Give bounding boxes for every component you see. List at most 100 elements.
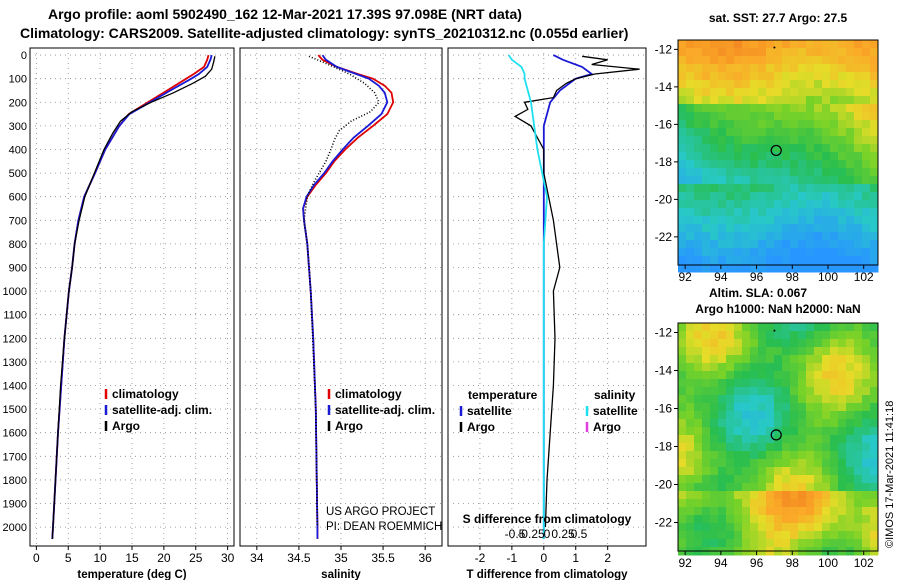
map-pixel <box>726 80 735 89</box>
map-pixel <box>790 136 799 145</box>
map-pixel <box>822 435 831 444</box>
map-pixel <box>798 128 807 137</box>
map-pixel <box>846 192 855 201</box>
map-pixel <box>774 72 783 81</box>
map-pixel <box>830 379 839 388</box>
map-pixel <box>774 411 783 420</box>
map-pixel <box>814 208 823 217</box>
map-pixel <box>686 208 695 217</box>
map-pixel <box>774 339 783 348</box>
map-pixel <box>766 323 775 332</box>
map-pixel <box>742 240 751 249</box>
map-pixel <box>862 128 871 137</box>
legend-heading-salinity: salinity <box>594 388 636 402</box>
map-pixel <box>742 256 751 265</box>
map-pixel <box>750 347 759 356</box>
map-pixel <box>686 403 695 412</box>
map-pixel <box>814 104 823 113</box>
map-pixel <box>798 467 807 476</box>
map-pixel <box>702 499 711 508</box>
map-pixel <box>694 264 703 273</box>
map-pixel <box>718 323 727 332</box>
plot-frame <box>447 47 647 547</box>
map-pixel <box>766 216 775 225</box>
map-pixel <box>806 451 815 460</box>
map-pixel <box>758 419 767 428</box>
map-pixel <box>750 531 759 540</box>
map-pixel <box>782 200 791 209</box>
map-pixel <box>678 387 687 396</box>
map-pixel <box>686 224 695 233</box>
map-pixel <box>686 176 695 185</box>
map-pixel <box>838 248 847 257</box>
map-pixel <box>742 387 751 396</box>
map-pixel <box>774 232 783 241</box>
map-pixel <box>742 347 751 356</box>
map-pixel <box>710 264 719 273</box>
map-pixel <box>750 144 759 153</box>
map-pixel <box>758 160 767 169</box>
map-pixel <box>830 347 839 356</box>
map-pixel <box>774 240 783 249</box>
map-pixel <box>718 104 727 113</box>
map-pixel <box>854 152 863 161</box>
x-axis-label: salinity <box>321 569 361 580</box>
map-pixel <box>830 128 839 137</box>
map-pixel <box>702 379 711 388</box>
map-pixel <box>806 200 815 209</box>
map-pixel <box>790 192 799 201</box>
map-pixel <box>806 467 815 476</box>
map-pixel <box>846 72 855 81</box>
map-pixel <box>758 240 767 249</box>
map-pixel <box>678 192 687 201</box>
map-pixel <box>790 128 799 137</box>
map-pixel <box>726 256 735 265</box>
map-pixel <box>702 523 711 532</box>
map-pixel <box>742 128 751 137</box>
map-pixel <box>734 192 743 201</box>
map-pixel <box>774 168 783 177</box>
map-pixel <box>750 331 759 340</box>
map-pixel <box>846 248 855 257</box>
map-pixel <box>790 483 799 492</box>
map-pixel <box>678 539 687 548</box>
map-pixel <box>846 240 855 249</box>
map-pixel <box>846 152 855 161</box>
map-pixel <box>734 168 743 177</box>
map-pixel <box>694 347 703 356</box>
map-pixel <box>694 467 703 476</box>
x-tick-label: 25 <box>189 551 203 565</box>
map-pixel <box>726 355 735 364</box>
map-pixel <box>846 523 855 532</box>
map-pixel <box>790 208 799 217</box>
map-pixel <box>854 248 863 257</box>
map-pixel <box>862 144 871 153</box>
map-pixel <box>710 403 719 412</box>
map-pixel <box>782 160 791 169</box>
map-pixel <box>750 491 759 500</box>
map-pixel <box>838 256 847 265</box>
map-pixel <box>838 459 847 468</box>
x-axis-label: temperature (deg C) <box>77 569 186 580</box>
map-pixel <box>790 323 799 332</box>
map-pixel <box>838 40 847 49</box>
map-pixel <box>846 64 855 73</box>
map-y-tick-label: -12 <box>655 42 673 56</box>
map-pixel <box>790 264 799 273</box>
map-pixel <box>830 256 839 265</box>
map-pixel <box>686 355 695 364</box>
map-pixel <box>790 331 799 340</box>
map-pixel <box>718 200 727 209</box>
map-pixel <box>846 459 855 468</box>
map-pixel <box>798 200 807 209</box>
sla-map-title: Altim. SLA: 0.067 <box>709 286 807 300</box>
map-pixel <box>734 523 743 532</box>
map-pixel <box>798 192 807 201</box>
map-pixel <box>710 56 719 65</box>
map-pixel <box>846 232 855 241</box>
map-pixel <box>686 56 695 65</box>
map-pixel <box>854 539 863 548</box>
map-pixel <box>678 232 687 241</box>
map-pixel <box>790 435 799 444</box>
map-pixel <box>766 120 775 129</box>
